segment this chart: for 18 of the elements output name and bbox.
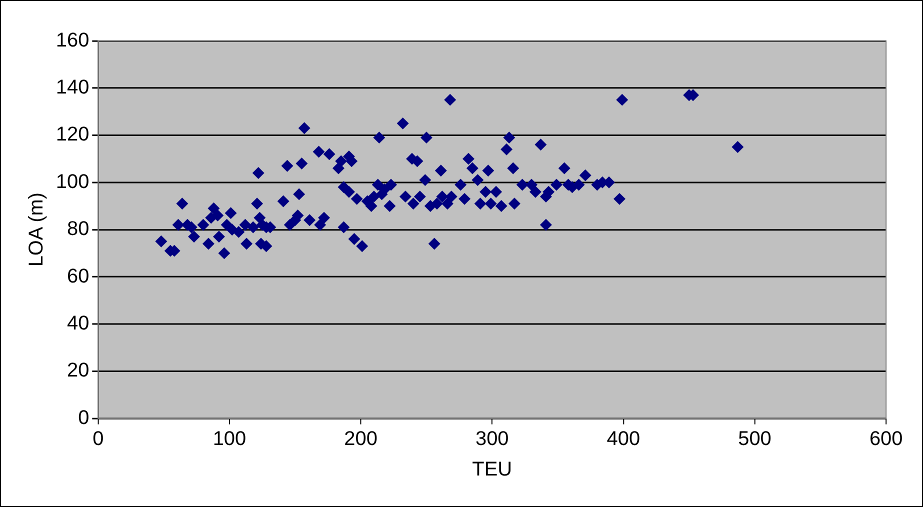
y-tick-label: 80	[66, 218, 90, 240]
y-tick-label: 20	[66, 360, 90, 382]
y-tick-label: 40	[66, 312, 90, 334]
y-tick-label: 160	[56, 29, 90, 52]
x-axis-title: TEU	[472, 458, 512, 481]
y-tick-label: 120	[56, 124, 90, 146]
y-tick-label: 60	[66, 265, 90, 288]
y-tick-label: 140	[56, 76, 90, 99]
y-tick-label: 0	[78, 406, 90, 429]
x-tick-label: 500	[738, 428, 772, 450]
x-tick-label: 300	[475, 428, 509, 450]
x-tick-label: 0	[92, 428, 104, 450]
x-tick-label: 200	[344, 428, 378, 450]
y-axis-title: LOA (m)	[25, 192, 48, 267]
y-tick-label: 100	[56, 170, 90, 193]
x-tick-label: 100	[212, 428, 246, 450]
x-tick-label: 400	[606, 428, 640, 450]
x-tick-label: 600	[869, 428, 903, 450]
